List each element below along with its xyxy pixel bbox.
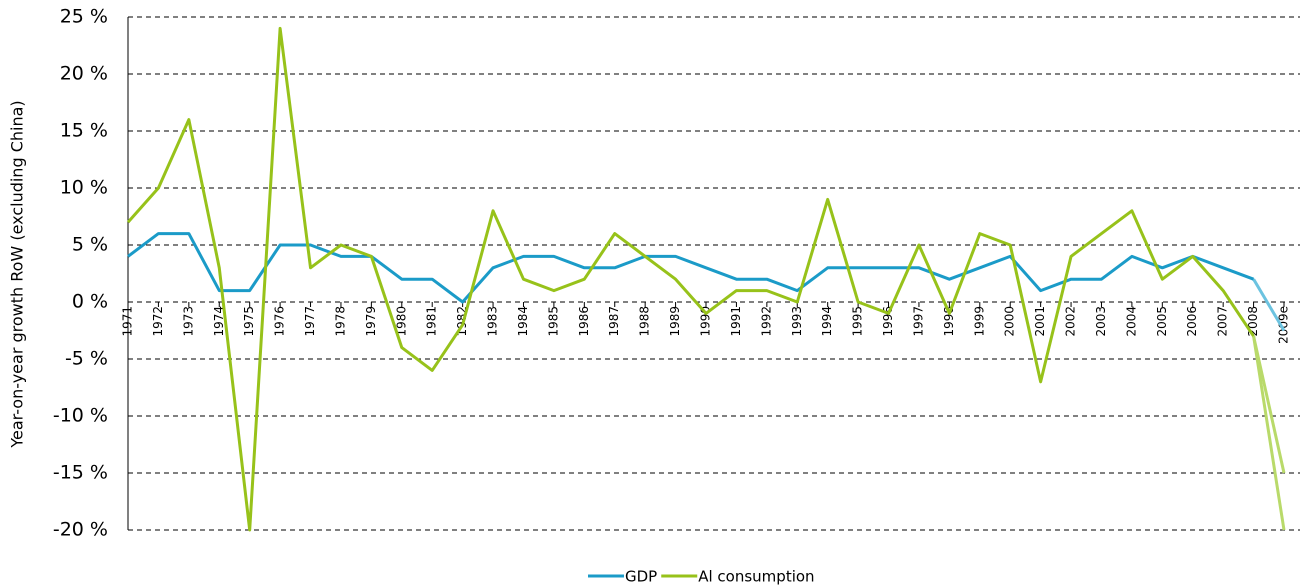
x-tick-label: 1971	[121, 306, 135, 337]
x-tick-label: 1985	[546, 306, 560, 337]
y-tick-label: -15 %	[53, 462, 108, 484]
x-tick-label: 2009e	[1277, 306, 1291, 344]
x-tick-label: 1972	[151, 306, 165, 337]
y-axis-label: Year-on-year growth RoW (excluding China…	[8, 100, 27, 448]
x-tick-label: 1991	[729, 306, 743, 337]
x-tick-label: 2003	[1094, 306, 1108, 337]
x-tick-label: 1973	[181, 306, 195, 337]
estimate-segment	[1252, 335, 1286, 531]
x-tick-label: 1979	[364, 306, 378, 337]
y-tick-label: 15 %	[60, 120, 108, 142]
x-tick-label: 2004	[1124, 306, 1138, 337]
x-tick-label: 2001	[1033, 306, 1047, 337]
x-tick-label: 1981	[425, 306, 439, 337]
y-tick-label: 5 %	[72, 234, 108, 256]
x-tick-label: 1999	[972, 306, 986, 337]
x-tick-label: 1989	[668, 306, 682, 337]
x-tick-label: 2007	[1216, 306, 1230, 337]
x-tick-label: 1987	[607, 306, 621, 337]
series-line	[127, 232, 1255, 304]
legend-label: Al consumption	[698, 568, 814, 586]
y-tick-label: 10 %	[60, 177, 108, 199]
x-tick-label: 2006	[1185, 306, 1199, 337]
x-tick-label: 2000	[1003, 306, 1017, 337]
x-tick-label: 2008	[1246, 306, 1260, 337]
x-tick-label: 1986	[577, 306, 591, 337]
x-tick-label: 1978	[333, 306, 347, 337]
x-tick-label: 1980	[394, 306, 408, 337]
x-tick-label: 1995	[851, 306, 865, 337]
y-tick-label: 25 %	[60, 6, 108, 28]
legend-label: GDP	[625, 568, 657, 586]
y-tick-label: -10 %	[53, 405, 108, 427]
estimate-segment	[1252, 278, 1286, 332]
series-line	[1252, 335, 1286, 474]
x-tick-label: 1976	[273, 306, 287, 337]
x-tick-label: 1990	[699, 306, 713, 337]
y-tick-label: 20 %	[60, 63, 108, 85]
x-tick-label: 1977	[303, 306, 317, 337]
y-tick-label: 0 %	[72, 291, 108, 313]
x-tick-label: 2002	[1064, 306, 1078, 337]
x-tick-label: 1984	[516, 306, 530, 337]
x-tick-label: 1993	[790, 306, 804, 337]
x-tick-label: 1998	[942, 306, 956, 337]
x-tick-label: 1997	[911, 306, 925, 337]
y-tick-label: -20 %	[53, 519, 108, 541]
x-tick-label: 1994	[820, 306, 834, 337]
x-tick-label: 2005	[1155, 306, 1169, 337]
x-tick-label: 1974	[212, 306, 226, 337]
x-tick-label: 1975	[242, 306, 256, 337]
x-tick-label: 1992	[759, 306, 773, 337]
series-line	[126, 26, 1255, 532]
y-tick-label: -5 %	[65, 348, 108, 370]
x-tick-label: 1983	[486, 306, 500, 337]
x-tick-label: 1996	[881, 306, 895, 337]
x-tick-label: 1988	[638, 306, 652, 337]
